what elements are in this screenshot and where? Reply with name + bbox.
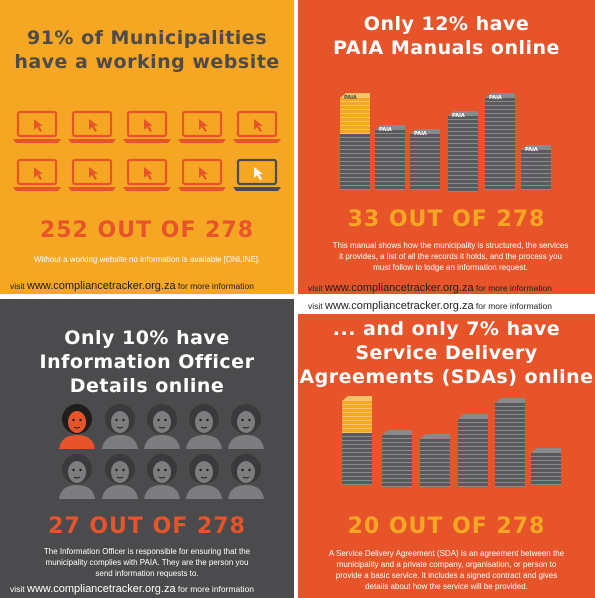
footer: visit www.compliancetracker.org.za for m… (308, 300, 552, 312)
panel-working-website: 91% of Municipalities have a working web… (0, 0, 294, 294)
person-icon (186, 454, 222, 499)
person-icon (144, 454, 180, 499)
panel-paia-manuals: Only 12% have PAIA Manuals online PAIA PA… (298, 0, 595, 294)
document-stack-icon (458, 414, 488, 487)
stack-label: PAIA (489, 95, 502, 101)
document-stack-icon-row (342, 396, 561, 487)
laptop-icon (68, 158, 116, 191)
person-icon (102, 404, 138, 449)
title-line-2: have a working website (14, 51, 280, 73)
person-icon (228, 454, 264, 499)
footer: visit www.compliancetracker.org.za for m… (308, 282, 552, 294)
laptop-icon (123, 110, 171, 143)
description: Without a working website no information… (33, 255, 261, 264)
document-stack-icon: PAIA (485, 93, 515, 190)
person-icon (144, 404, 180, 449)
stack-label: PAIA (414, 131, 427, 137)
footer-prefix: visit (308, 283, 325, 293)
footer-prefix: visit (10, 281, 27, 291)
person-icon (186, 404, 222, 449)
stack-label: PAIA (344, 95, 357, 101)
stack-label: PAIA (525, 147, 538, 153)
document-stack-icon: PAIA (375, 125, 405, 190)
title-line-2: PAIA Manuals online (333, 37, 560, 59)
laptop-icon-grid (13, 110, 281, 191)
document-stack-icon: PAIA (448, 111, 478, 192)
title-line-1: 91% of Municipalities (26, 27, 267, 49)
person-icon (228, 404, 264, 449)
panel-service-delivery-agreements: ... and only 7% have Service Delivery Ag… (298, 299, 595, 598)
person-icon-grid (59, 404, 264, 499)
banner-footer: visit www.compliancetracker.org.za for m… (298, 298, 595, 314)
panel-information-officer: Only 10% have Information Officer Detail… (0, 299, 294, 598)
title-line-1: Only 10% have (64, 327, 230, 349)
laptop-icon (233, 158, 281, 191)
footer-suffix: for more information (473, 283, 552, 293)
stat-count: 27 OUT OF 278 (48, 514, 246, 539)
document-stack-icon (531, 448, 561, 485)
document-stack-icon (495, 398, 525, 487)
footer: visit www.compliancetracker.org.za for m… (10, 280, 254, 292)
laptop-icon (13, 158, 61, 191)
title-line-3: Agreements (SDAs) online (299, 366, 594, 388)
footer: visit www.compliancetracker.org.za for m… (10, 583, 254, 595)
document-stack-icon (420, 434, 450, 487)
footer-suffix: for more information (473, 301, 552, 311)
stat-count: 33 OUT OF 278 (347, 207, 546, 232)
footer-suffix: for more information (175, 281, 254, 291)
document-stack-icon (382, 430, 412, 487)
document-stack-icon: PAIA (410, 129, 440, 190)
document-stack-icon (342, 396, 372, 485)
footer-link[interactable]: www.compliancetracker.org.za (325, 300, 474, 312)
footer-prefix: visit (308, 301, 325, 311)
document-stack-icon: PAIA (521, 145, 551, 190)
footer-link[interactable]: www.compliancetracker.org.za (27, 280, 176, 292)
person-icon (59, 404, 95, 449)
description: A Service Delivery Agreement (SDA) is an… (328, 549, 565, 591)
description: This manual shows how the municipality i… (332, 241, 569, 272)
footer-link[interactable]: www.compliancetracker.org.za (325, 282, 474, 294)
laptop-icon (178, 110, 226, 143)
footer-suffix: for more information (175, 584, 254, 594)
title-line-1: Only 12% have (363, 13, 530, 35)
title-line-2: Information Officer (39, 351, 255, 373)
stack-label: PAIA (379, 127, 392, 133)
panel-title: ... and only 7% have Service Delivery Ag… (298, 317, 595, 389)
document-stack-icon: PAIA (340, 93, 370, 190)
person-icon (59, 454, 95, 499)
stat-count: 252 OUT OF 278 (39, 218, 255, 243)
panel-title: Only 10% have Information Officer Detail… (0, 326, 294, 398)
person-icon (102, 454, 138, 499)
laptop-icon (178, 158, 226, 191)
footer-prefix: visit (10, 584, 27, 594)
title-line-1: ... and only 7% have (332, 318, 561, 340)
laptop-icon (123, 158, 171, 191)
title-line-2: Service Delivery (355, 342, 538, 364)
panel-title: 91% of Municipalities have a working web… (0, 26, 294, 74)
panel-title: Only 12% have PAIA Manuals online (298, 12, 595, 60)
stack-label: PAIA (452, 113, 465, 119)
description: The Information Officer is responsible f… (43, 547, 251, 578)
stat-count: 20 OUT OF 278 (347, 514, 546, 539)
document-stack-icon-row: PAIA PAIA PAIA PAIA PAIA PAIA (340, 93, 551, 192)
footer-link[interactable]: www.compliancetracker.org.za (27, 583, 176, 595)
laptop-icon (233, 110, 281, 143)
laptop-icon (68, 110, 116, 143)
laptop-icon (13, 110, 61, 143)
title-line-3: Details online (69, 375, 225, 397)
